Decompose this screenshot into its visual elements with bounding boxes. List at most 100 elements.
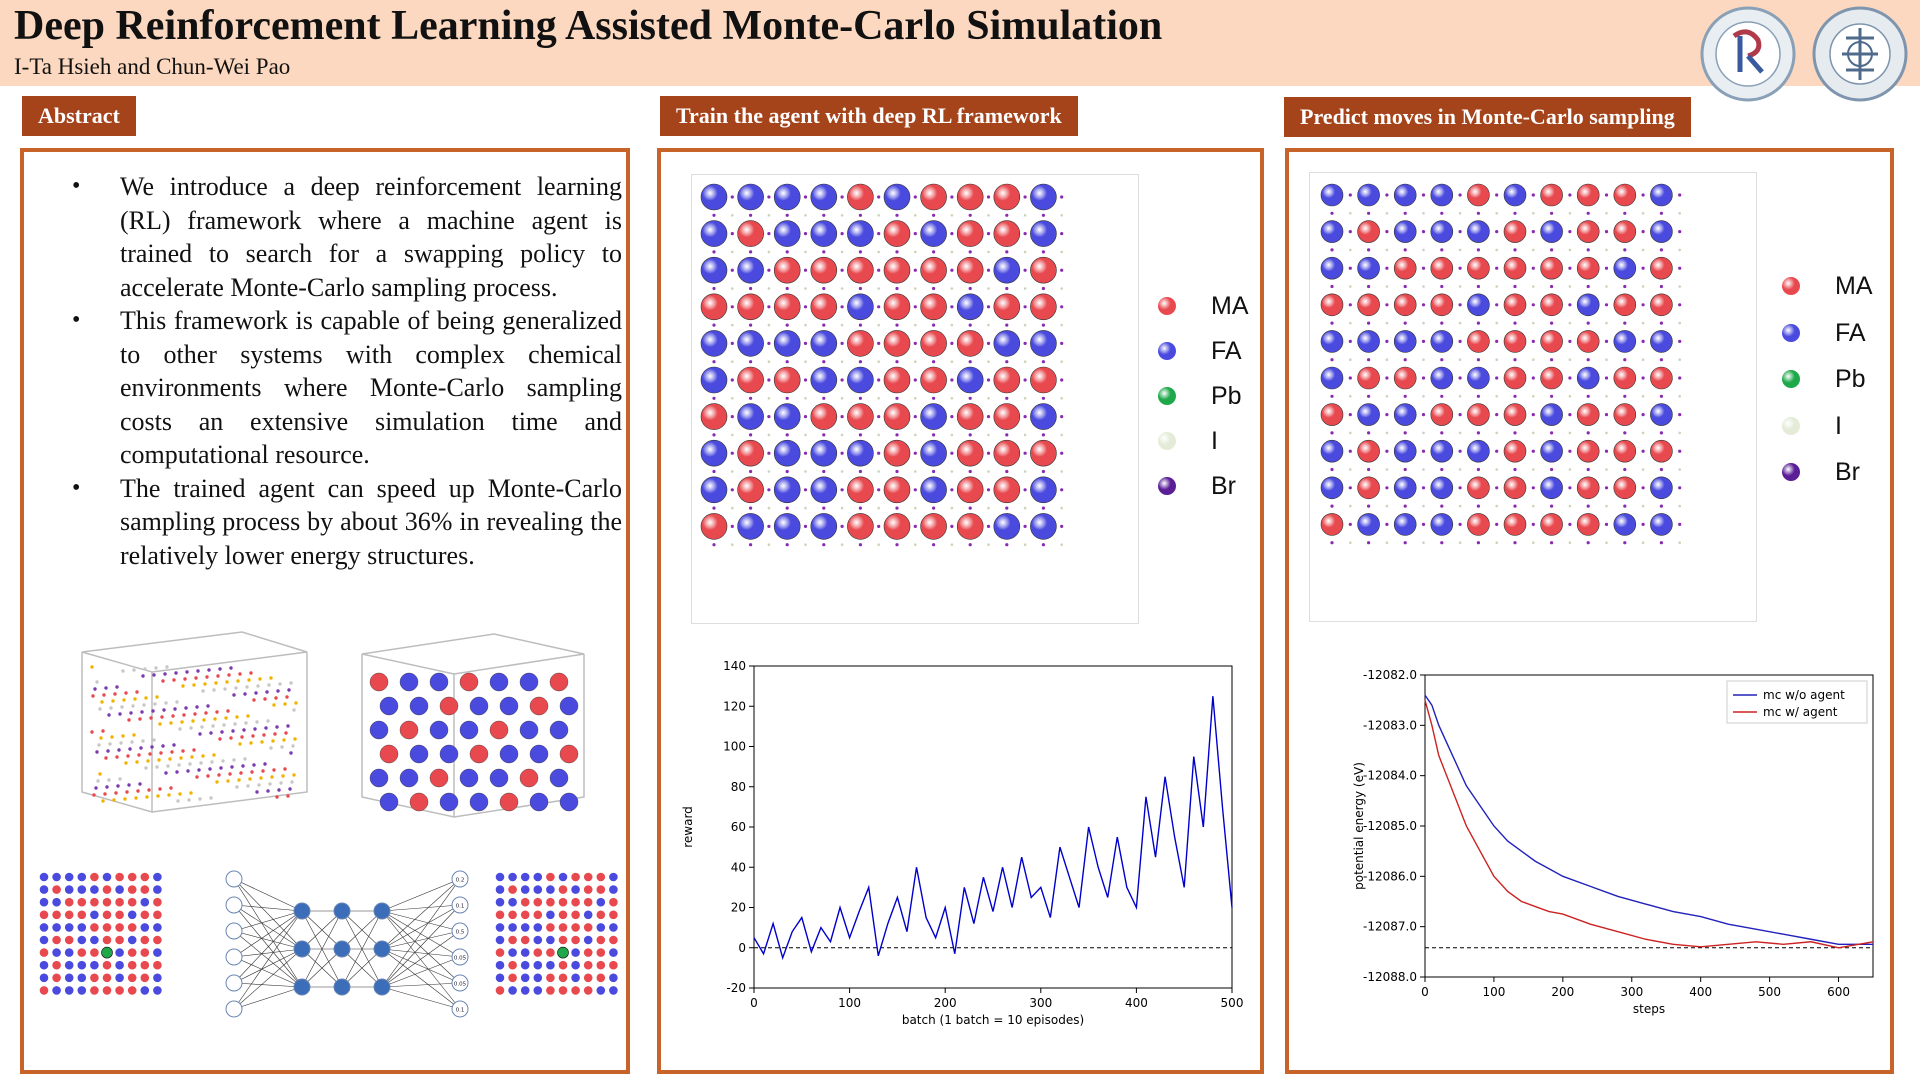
i-dot <box>950 433 954 437</box>
i-dot <box>1678 285 1681 288</box>
br-dot <box>950 232 954 236</box>
i-dot <box>914 433 917 437</box>
i-dot <box>731 360 734 363</box>
i-dot <box>1458 285 1462 288</box>
atom-dot <box>178 792 182 796</box>
br-dot <box>749 396 753 400</box>
mini-sphere <box>140 923 150 932</box>
ma-sphere <box>1430 256 1454 280</box>
mini-sphere <box>533 973 543 983</box>
i-dot <box>1495 321 1498 325</box>
x-tick-label: 100 <box>1482 985 1505 999</box>
mini-sphere <box>520 897 530 907</box>
mini-sphere <box>495 897 505 907</box>
mini-sphere <box>115 897 124 907</box>
mini-sphere <box>571 872 580 882</box>
br-dot <box>803 195 808 199</box>
br-dot <box>785 323 789 327</box>
br-dot <box>730 232 734 236</box>
y-tick-label: 40 <box>731 860 746 874</box>
br-dot <box>1440 541 1444 545</box>
br-dot <box>1604 376 1609 380</box>
atom-dot <box>164 701 168 705</box>
br-dot <box>1367 431 1371 435</box>
atom-dot <box>121 734 125 738</box>
mini-sphere <box>39 872 49 882</box>
i-dot <box>1422 431 1425 435</box>
atom-dot <box>235 785 239 789</box>
ma-sphere <box>1503 366 1527 390</box>
mini-sphere <box>508 885 517 894</box>
atom-dot <box>115 685 119 689</box>
atom-dot <box>194 676 198 680</box>
mini-sphere <box>495 910 505 920</box>
mini-sphere <box>583 885 593 894</box>
fa-sphere <box>1613 513 1637 536</box>
br-dot <box>1531 193 1535 197</box>
br-dot <box>1531 413 1535 417</box>
br-dot <box>895 286 899 291</box>
ma-sphere <box>459 672 479 692</box>
atom-dot <box>153 702 157 706</box>
ma-sphere <box>956 256 984 284</box>
mini-sphere <box>127 885 137 894</box>
i-dot <box>1349 321 1352 325</box>
atom-dot <box>154 666 158 670</box>
br-dot <box>1495 193 1499 197</box>
nn-node <box>293 902 311 920</box>
ma-sphere <box>920 330 947 357</box>
ma-sphere <box>956 439 984 467</box>
i-dot <box>731 433 734 437</box>
ma-sphere <box>1467 403 1490 426</box>
mini-sphere <box>571 923 580 932</box>
nn-node <box>373 902 391 920</box>
i-dot <box>767 470 771 473</box>
ma-sphere <box>920 293 947 321</box>
x-tick-label: 500 <box>1758 985 1781 999</box>
atom-dot <box>289 751 293 755</box>
br-dot <box>895 396 899 400</box>
legend-label-fa: FA <box>1211 337 1242 365</box>
mini-sphere <box>102 935 112 945</box>
fa-sphere <box>810 183 838 211</box>
br-dot <box>858 543 862 547</box>
atom-dot <box>292 773 296 777</box>
mini-sphere <box>127 935 137 945</box>
atom-dot <box>90 665 94 669</box>
br-dot <box>1041 543 1045 547</box>
fa-sphere <box>810 513 838 540</box>
atom-dot <box>103 792 107 796</box>
fa-sphere <box>1430 366 1454 390</box>
y-tick-label: -12082.0 <box>1363 668 1417 682</box>
i-dot <box>1641 285 1645 288</box>
i-dot <box>767 360 771 363</box>
fa-sphere <box>773 513 801 540</box>
br-dot <box>1330 321 1334 325</box>
ma-sphere <box>773 256 801 284</box>
atom-dot <box>289 681 293 685</box>
br-dot <box>1458 449 1462 453</box>
legend-pb-icon <box>1782 370 1800 388</box>
ma-sphere <box>993 403 1021 430</box>
mini-sphere <box>508 973 517 983</box>
ma-sphere <box>737 220 764 247</box>
br-dot <box>1623 431 1627 435</box>
nn-node <box>333 978 351 996</box>
ma-sphere <box>1503 330 1527 353</box>
i-dot <box>1458 248 1462 252</box>
ma-sphere <box>409 792 429 812</box>
br-dot <box>913 305 917 309</box>
ma-sphere <box>956 220 984 247</box>
atom-dot <box>257 783 261 787</box>
br-dot <box>730 195 734 199</box>
atom-dot <box>201 754 205 758</box>
ma-sphere <box>1650 256 1673 280</box>
mini-sphere <box>90 910 99 920</box>
series-line-1 <box>1424 699 1874 949</box>
ma-sphere <box>1030 293 1057 321</box>
atom-dot <box>208 767 212 771</box>
br-dot <box>1586 358 1590 362</box>
atom-dot <box>232 758 236 762</box>
i-dot <box>1023 506 1027 510</box>
mini-sphere <box>64 948 74 957</box>
